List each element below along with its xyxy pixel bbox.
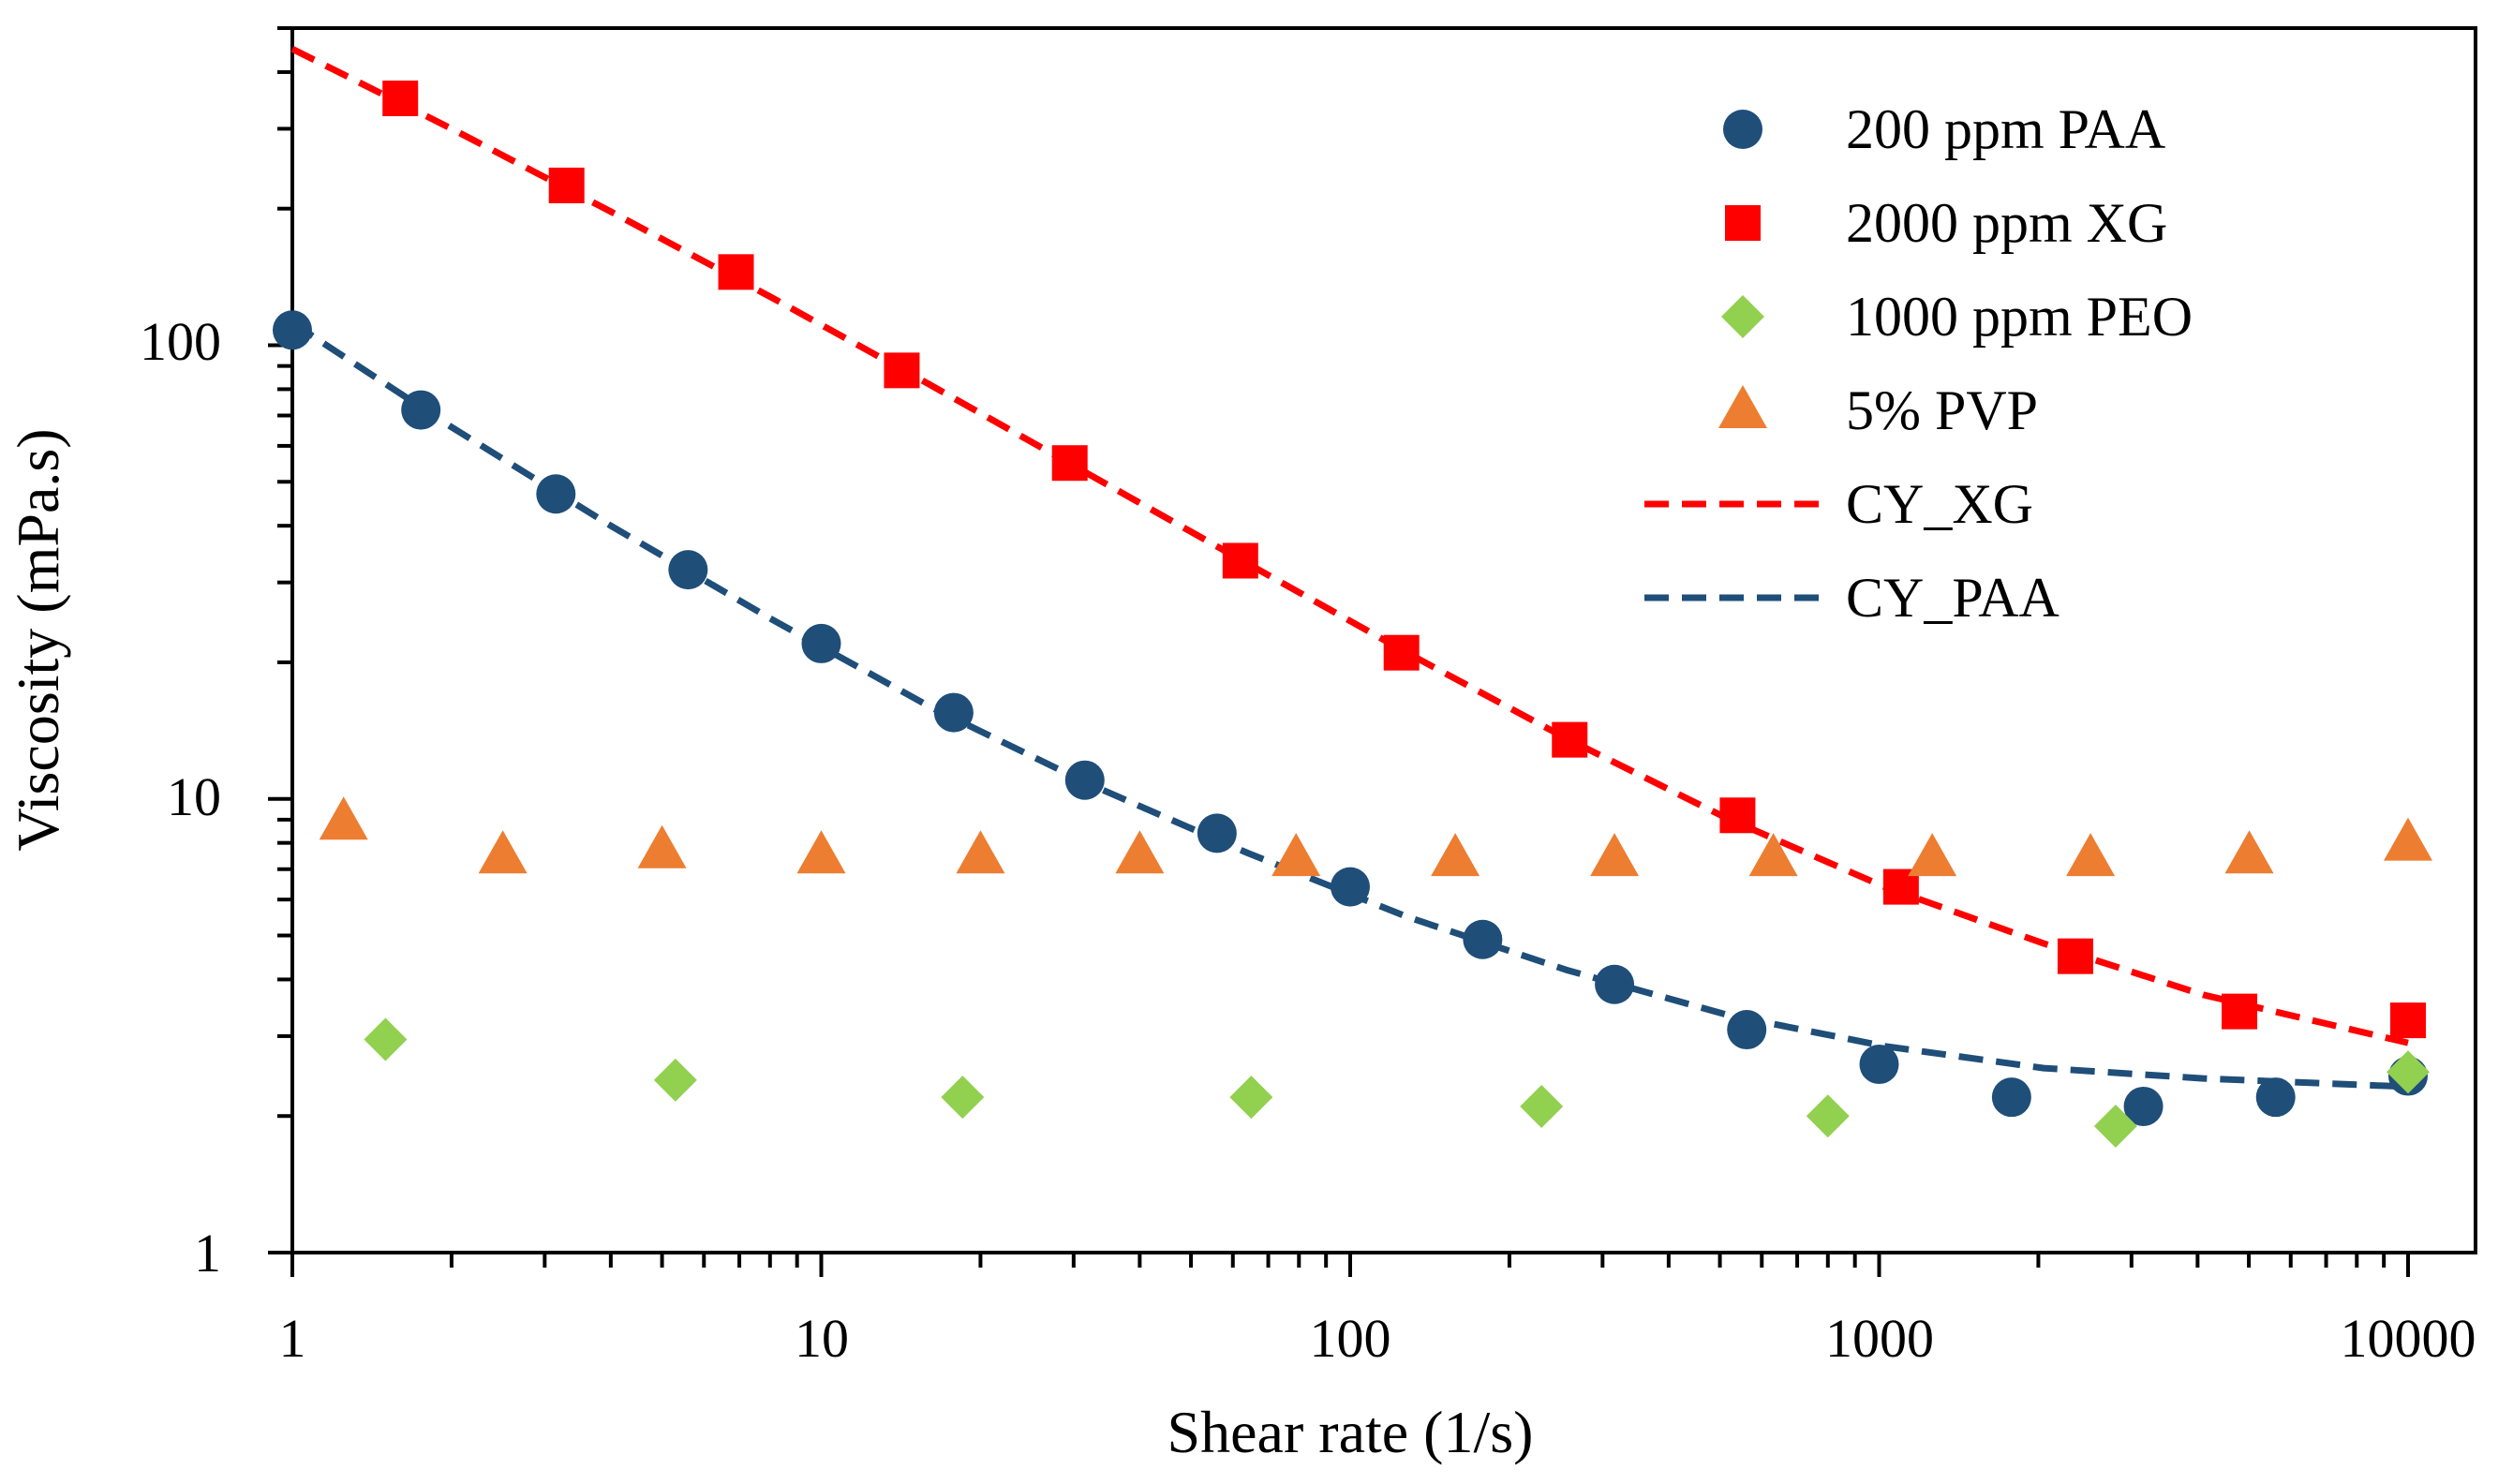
fit-line-cy-paa (290, 319, 2409, 1091)
point-5-pvp (1115, 830, 1165, 874)
point-200-ppm-paa (1727, 1010, 1767, 1050)
point-200-ppm-paa (801, 623, 841, 663)
point-1000-ppm-peo (1229, 1076, 1273, 1120)
point-1000-ppm-peo (364, 1017, 408, 1061)
point-5-pvp (796, 830, 846, 874)
point-2000-ppm-xg (2222, 993, 2258, 1030)
point-2000-ppm-xg (1051, 445, 1088, 482)
point-1000-ppm-peo (653, 1058, 697, 1102)
point-200-ppm-paa (1197, 813, 1237, 853)
point-2000-ppm-xg (1719, 797, 1756, 834)
point-2000-ppm-xg (718, 254, 754, 290)
point-2000-ppm-xg (1222, 542, 1258, 579)
point-5-pvp (2066, 833, 2116, 877)
point-1000-ppm-peo (2387, 1050, 2430, 1094)
y-axis-title: Viscosity (mPa.s) (5, 428, 71, 851)
legend-label-cy-xg: CY_XG (1846, 473, 2033, 535)
point-1000-ppm-peo (1520, 1084, 1564, 1128)
y-tick-label: 1 (194, 1223, 221, 1284)
x-tick-label: 10000 (2341, 1308, 2476, 1369)
point-200-ppm-paa (536, 474, 576, 514)
legend-label-cy-paa: CY_PAA (1846, 567, 2059, 629)
legend-markers (1644, 110, 1827, 601)
x-tick-label: 1 (279, 1308, 306, 1369)
point-200-ppm-paa (273, 310, 312, 350)
point-2000-ppm-xg (2390, 1002, 2426, 1039)
legend-marker-circle (1723, 110, 1762, 149)
point-200-ppm-paa (1331, 867, 1370, 907)
point-5-pvp (956, 830, 1005, 874)
point-200-ppm-paa (668, 550, 708, 590)
y-tick-label: 10 (167, 766, 221, 827)
point-200-ppm-paa (1595, 964, 1635, 1004)
point-5-pvp (2384, 817, 2432, 861)
legend-label-xg: 2000 ppm XG (1846, 192, 2167, 254)
data-markers (273, 81, 2432, 1149)
legend: 200 ppm PAA 2000 ppm XG 1000 ppm PEO 5% … (1644, 98, 2193, 629)
plot-frame (290, 26, 2477, 1254)
legend-marker-triangle (1718, 385, 1767, 428)
point-1000-ppm-peo (941, 1076, 985, 1120)
point-1000-ppm-peo (1806, 1094, 1850, 1138)
point-2000-ppm-xg (548, 167, 585, 203)
point-1000-ppm-peo (2093, 1105, 2137, 1149)
x-axis-title: Shear rate (1/s) (1167, 1399, 1534, 1465)
point-2000-ppm-xg (382, 81, 419, 117)
point-5-pvp (1908, 833, 1957, 877)
point-5-pvp (1590, 833, 1640, 877)
y-tick-labels: 1 10 100 (140, 311, 221, 1284)
point-200-ppm-paa (1859, 1045, 1899, 1085)
x-tick-label: 100 (1310, 1308, 1391, 1369)
y-tick-label: 100 (140, 311, 221, 372)
axis-ticks (268, 26, 2410, 1277)
point-200-ppm-paa (2255, 1077, 2296, 1118)
legend-label-peo: 1000 ppm PEO (1846, 286, 2193, 348)
point-5-pvp (1431, 833, 1480, 877)
point-5-pvp (2224, 830, 2274, 874)
point-200-ppm-paa (1991, 1077, 2031, 1118)
point-5-pvp (1271, 833, 1321, 877)
point-2000-ppm-xg (1383, 634, 1420, 671)
point-5-pvp (478, 830, 528, 874)
point-5-pvp (319, 796, 368, 840)
legend-label-pvp: 5% PVP (1846, 379, 2038, 441)
x-tick-labels: 1 10 100 1000 10000 (279, 1308, 2476, 1369)
fit-lines (290, 46, 2409, 1091)
legend-label-paa: 200 ppm PAA (1846, 98, 2165, 160)
x-tick-label: 1000 (1825, 1308, 1934, 1369)
point-200-ppm-paa (401, 390, 441, 430)
point-2000-ppm-xg (1552, 721, 1588, 758)
point-5-pvp (1748, 833, 1798, 877)
point-200-ppm-paa (1463, 919, 1503, 959)
point-2000-ppm-xg (2057, 938, 2093, 974)
point-5-pvp (637, 824, 687, 868)
x-tick-label: 10 (795, 1308, 849, 1369)
legend-marker-diamond (1721, 295, 1764, 338)
point-2000-ppm-xg (884, 352, 920, 389)
point-200-ppm-paa (1064, 760, 1105, 800)
legend-marker-square (1725, 205, 1761, 241)
point-200-ppm-paa (933, 692, 974, 733)
point-200-ppm-paa (2123, 1086, 2164, 1126)
fit-line-cy-xg (290, 46, 2409, 1046)
